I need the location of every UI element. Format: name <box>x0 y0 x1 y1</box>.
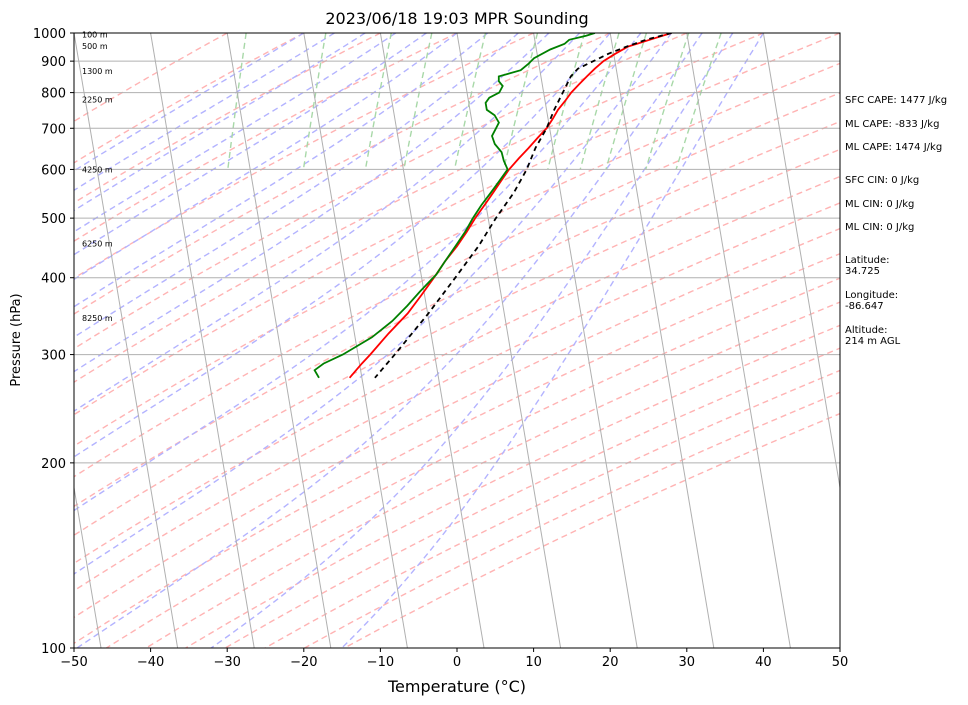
dewpoint-line <box>313 33 596 379</box>
longitude-annotation: Longitude: -86.647 <box>845 290 899 312</box>
height-labels: 8250 m 6250 m 4250 m 2250 m 1300 m 500 m 100 m <box>82 30 113 323</box>
y-tick-label: 700 <box>41 122 66 137</box>
dry-adiabat <box>74 148 840 537</box>
y-tick-label: 500 <box>41 212 66 227</box>
moist-adiabat <box>341 33 764 648</box>
mixing-ratio-line <box>453 33 487 170</box>
isotherm <box>379 33 485 648</box>
sfc-cape-annotation: SFC CAPE: 1477 J/kg <box>845 95 948 106</box>
pressure-gridlines <box>74 32 840 649</box>
dry-adiabat <box>106 277 840 648</box>
isotherm <box>762 33 840 491</box>
isotherm <box>609 33 715 648</box>
series-group <box>313 33 672 379</box>
height-label: 2250 m <box>82 95 113 104</box>
background-lines <box>74 33 840 648</box>
dry-adiabat <box>74 202 840 592</box>
dry-adiabat <box>74 175 840 565</box>
height-label: 8250 m <box>82 314 113 323</box>
moist-adiabat <box>210 33 734 648</box>
dry-adiabat <box>74 33 764 383</box>
isotherm <box>226 33 332 648</box>
mixing-ratio-line <box>364 33 392 170</box>
ml-cin-annotation-2: ML CIN: 0 J/kg <box>845 222 915 233</box>
mixing-ratio-line <box>605 33 648 170</box>
isotherm <box>533 33 638 648</box>
dry-adiabat <box>74 120 840 508</box>
isotherm <box>303 33 408 648</box>
x-tick-label: −30 <box>213 655 240 670</box>
ml-cape-annotation-2: ML CAPE: 1474 J/kg <box>845 142 943 153</box>
moist-adiabat <box>74 33 611 458</box>
dry-adiabat <box>74 33 840 416</box>
isotherm <box>74 33 179 648</box>
x-tick-label: 40 <box>755 655 772 670</box>
mixing-ratio-line <box>502 33 539 170</box>
temperature-line <box>348 33 672 379</box>
isotherm <box>456 33 562 648</box>
plot-frame <box>73 32 841 649</box>
isotherm <box>150 33 255 648</box>
dry-adiabat <box>74 33 534 280</box>
moist-adiabat <box>74 33 550 373</box>
x-tick-label: −20 <box>290 655 317 670</box>
dry-adiabat <box>74 33 228 123</box>
altitude-annotation: Altitude: 214 m AGL <box>845 325 901 347</box>
y-tick-label: 600 <box>41 163 66 178</box>
moist-adiabat <box>74 33 458 281</box>
height-label: 1300 m <box>82 67 113 76</box>
y-tick-label: 100 <box>41 642 66 657</box>
y-axis-ticks: 1000 900 800 700 600 500 400 300 200 100 <box>33 27 74 657</box>
moist-adiabat <box>74 33 335 192</box>
moist-adiabat <box>74 33 305 172</box>
moist-adiabat <box>76 33 703 648</box>
x-axis-label: Temperature (°C) <box>387 677 526 696</box>
moist-adiabat <box>74 33 397 233</box>
isotherm <box>74 484 102 648</box>
y-tick-label: 300 <box>41 349 66 364</box>
sfc-cin-annotation: SFC CIN: 0 J/kg <box>845 175 920 186</box>
x-tick-label: 30 <box>679 655 696 670</box>
moist-adiabat <box>74 33 581 412</box>
height-label: 100 m <box>82 30 108 39</box>
dry-adiabat <box>74 33 458 242</box>
chart-title: 2023/06/18 19:03 MPR Sounding <box>325 9 588 28</box>
x-tick-label: −50 <box>60 655 87 670</box>
moist-adiabat <box>74 33 366 212</box>
dry-adiabat <box>74 92 840 478</box>
y-axis-label: Pressure (hPa) <box>9 293 24 386</box>
x-axis-ticks: −50 −40 −30 −20 −10 0 10 20 30 40 50 <box>60 648 848 670</box>
y-tick-label: 800 <box>41 87 66 102</box>
dry-adiabat <box>74 33 611 315</box>
dry-adiabat <box>74 33 305 164</box>
y-tick-label: 900 <box>41 55 66 70</box>
x-tick-label: 50 <box>832 655 849 670</box>
height-label: 4250 m <box>82 165 113 174</box>
moist-adiabat <box>74 33 489 308</box>
x-tick-label: 0 <box>453 655 461 670</box>
parcel-line <box>374 33 672 379</box>
ml-cin-annotation: ML CIN: 0 J/kg <box>845 199 915 210</box>
dry-adiabat <box>74 227 840 619</box>
mixing-ratio-line <box>403 33 433 170</box>
ml-cape-annotation: ML CAPE: -833 J/kg <box>845 119 940 130</box>
height-label: 500 m <box>82 42 108 51</box>
moist-adiabat <box>74 33 519 338</box>
dry-adiabat <box>74 33 688 350</box>
y-tick-label: 200 <box>41 457 66 472</box>
height-label: 6250 m <box>82 239 113 248</box>
latitude-annotation: Latitude: 34.725 <box>845 255 890 277</box>
moist-adiabat <box>74 33 673 575</box>
x-tick-label: −10 <box>367 655 394 670</box>
x-tick-label: 10 <box>525 655 542 670</box>
dry-adiabat <box>224 347 840 648</box>
y-tick-label: 400 <box>41 272 66 287</box>
y-tick-label: 1000 <box>33 27 66 42</box>
dry-adiabat <box>145 301 840 648</box>
isotherm <box>686 33 791 648</box>
dry-adiabat <box>304 391 840 648</box>
x-tick-label: −40 <box>137 655 164 670</box>
x-tick-label: 20 <box>602 655 619 670</box>
